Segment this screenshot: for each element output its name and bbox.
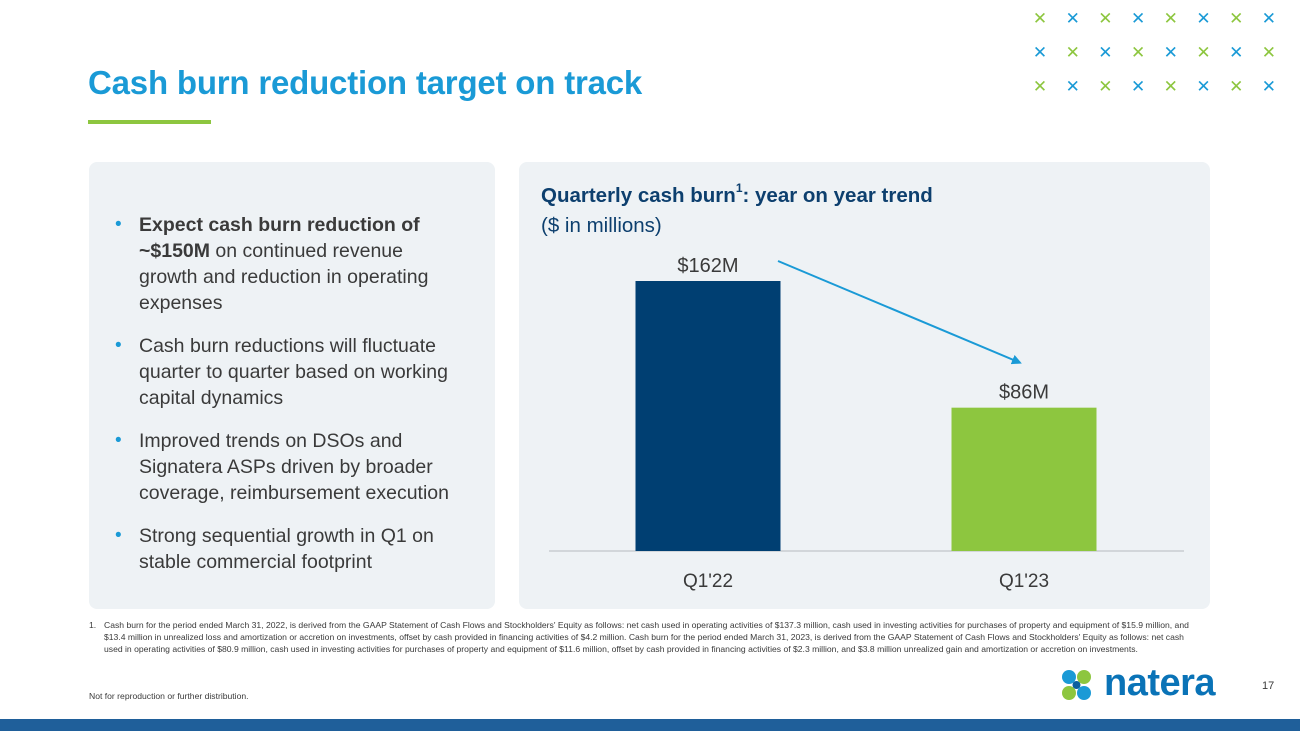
chart-title-superscript: 1 [735,181,743,195]
bullet-item: • Improved trends on DSOs and Signatera A… [115,428,465,506]
x-mark-icon: ✕ [1098,77,1113,96]
decorative-x-pattern: ✕ ✕ ✕ ✕ ✕ ✕ ✕ ✕ ✕ ✕ ✕ ✕ ✕ ✕ ✕ ✕ ✕ ✕ ✕ ✕ ✕ ✕ ✕ ✕ [1030,10,1292,106]
x-mark-icon: ✕ [1163,43,1178,62]
x-mark-icon: ✕ [1196,43,1211,62]
bar-chart: $162M Q1'22 $86M Q1'23 [549,255,1184,592]
x-tick-label: Q1'23 [999,571,1049,592]
x-mark-icon: ✕ [1229,9,1244,28]
x-mark-icon: ✕ [1261,43,1277,62]
x-mark-icon: ✕ [1261,9,1277,28]
chart-subtitle: ($ in millions) [541,214,662,237]
x-mark-icon: ✕ [1098,43,1113,62]
footnote: 1. Cash burn for the period ended March … [89,619,1189,655]
disclaimer: Not for reproduction or further distribu… [89,691,249,701]
title-underline [88,120,211,124]
footnote-text: Cash burn for the period ended March 31,… [104,620,1189,654]
x-mark-icon: ✕ [1229,77,1244,96]
x-mark-icon: ✕ [1130,9,1146,28]
bullet-dot-icon: • [115,430,122,451]
data-label: $162M [677,255,738,277]
chart-title-suffix: : year on year trend [742,184,933,207]
chart-title: Quarterly cash burn1: year on year trend [541,181,933,208]
bullet-item: • Cash burn reductions will fluctuate qua… [115,333,465,411]
x-mark-icon: ✕ [1065,9,1080,28]
x-mark-icon: ✕ [1196,77,1211,96]
x-mark-icon: ✕ [1065,43,1080,62]
bullet-text: on continued revenue growth and reductio… [139,240,429,314]
bullet-text: Improved trends on DSOs and Signatera AS… [139,430,449,504]
bullet-dot-icon: • [115,214,122,235]
x-mark-icon: ✕ [1130,77,1146,96]
x-mark-icon: ✕ [1032,77,1048,96]
x-mark-icon: ✕ [1196,9,1211,28]
data-label: $86M [999,382,1049,404]
page-title: Cash burn reduction target on track [88,64,643,101]
bullet-dot-icon: • [115,525,122,546]
bar-q122 [635,281,781,551]
x-mark-icon: ✕ [1032,9,1048,28]
x-mark-icon: ✕ [1098,9,1113,28]
x-mark-icon: ✕ [1163,77,1178,96]
bullets-panel: • Expect cash burn reduction of ~$150M on… [89,162,495,609]
chart-title-text: Quarterly cash burn [541,184,736,207]
x-mark-icon: ✕ [1130,43,1146,62]
x-mark-icon: ✕ [1065,77,1080,96]
chart-panel: Quarterly cash burn1: year on year trend… [519,162,1210,609]
bullet-text: Cash burn reductions will fluctuate quar… [139,335,448,409]
x-mark-icon: ✕ [1032,43,1048,62]
bullet-bold-text: Expect cash burn reduction of ~$150M [139,214,420,262]
footer-bar [0,719,1300,731]
natera-logo-icon [1062,670,1091,700]
bullet-item: • Expect cash burn reduction of ~$150M on… [115,212,465,316]
logo-text: natera [1104,662,1216,704]
x-tick-label: Q1'22 [683,571,733,592]
bullet-item: • Strong sequential growth in Q1 on stabl… [115,523,465,575]
bullet-dot-icon: • [115,335,122,356]
bullet-list: • Expect cash burn reduction of ~$150M on… [115,212,465,592]
x-mark-icon: ✕ [1261,77,1277,96]
bar-q123 [951,407,1097,551]
x-mark-icon: ✕ [1229,43,1244,62]
trend-arrow-icon [777,260,1022,365]
bullet-text: Strong sequential growth in Q1 on stable… [139,525,434,573]
page-number: 17 [1262,680,1275,692]
footnote-number: 1. [89,620,97,630]
x-mark-icon: ✕ [1163,9,1178,28]
